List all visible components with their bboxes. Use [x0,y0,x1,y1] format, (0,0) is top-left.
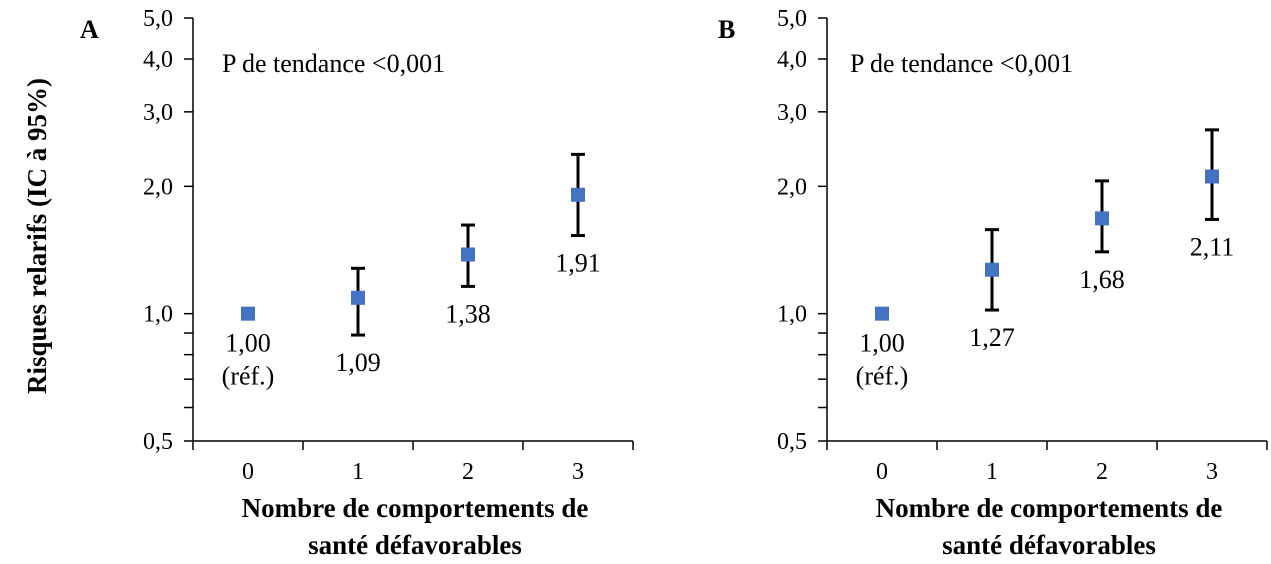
data-label: 1,38 [445,299,491,328]
y-tick-label: 2,0 [777,174,807,200]
x-axis-title: Nombre de comportements de [876,493,1223,523]
data-label: (réf.) [856,362,909,391]
data-label: 1,09 [335,348,381,377]
data-label: (réf.) [222,362,275,391]
data-point [1095,211,1109,226]
x-axis-title: santé défavorables [308,530,522,560]
trend-p-value: P de tendance <0,001 [850,49,1073,78]
data-point [351,290,365,305]
x-tick-label: 1 [986,459,998,485]
x-axis-title: santé défavorables [942,530,1156,560]
y-tick-label: 2,0 [143,174,173,200]
data-point [985,262,999,277]
panel-b: B P de tendance <0,001 0,5 1,0 2,0 3,0 4,0 5,0 0… [718,6,1268,560]
x-tick-label: 3 [572,459,584,485]
data-label: 1,27 [969,323,1015,352]
data-point [1205,169,1219,184]
data-point [461,247,475,262]
panel-letter: A [80,15,99,44]
y-tick-label: 1,0 [777,302,807,328]
y-tick-label: 0,5 [777,429,807,455]
data-point [875,306,889,321]
y-axis-title: Risques relarifs (IC à 95%) [22,78,52,394]
y-tick-label: 4,0 [143,47,173,73]
x-tick-label: 0 [242,459,254,485]
data-label: 1,91 [555,249,601,278]
x-tick-label: 2 [462,459,474,485]
panel-a: A P de tendance <0,001 0,5 1,0 2,0 3,0 4,0 5,0 0… [80,6,634,560]
x-tick-label: 0 [876,459,888,485]
x-tick-label: 2 [1096,459,1108,485]
data-label: 1,68 [1079,265,1125,294]
y-tick-label: 3,0 [777,100,807,126]
x-tick-label: 3 [1206,459,1218,485]
data-point [241,306,255,321]
panel-letter: B [718,15,735,44]
data-label: 1,00 [225,329,271,358]
y-tick-label: 4,0 [777,47,807,73]
x-tick-label: 1 [352,459,364,485]
y-tick-label: 1,0 [143,302,173,328]
y-tick-label: 3,0 [143,100,173,126]
y-tick-label: 5,0 [777,6,807,32]
data-point [571,187,585,202]
x-axis-title: Nombre de comportements de [242,493,589,523]
y-tick-label: 5,0 [143,6,173,32]
trend-p-value: P de tendance <0,001 [222,49,445,78]
data-label: 2,11 [1190,232,1235,261]
y-tick-label: 0,5 [143,429,173,455]
data-label: 1,00 [859,329,905,358]
